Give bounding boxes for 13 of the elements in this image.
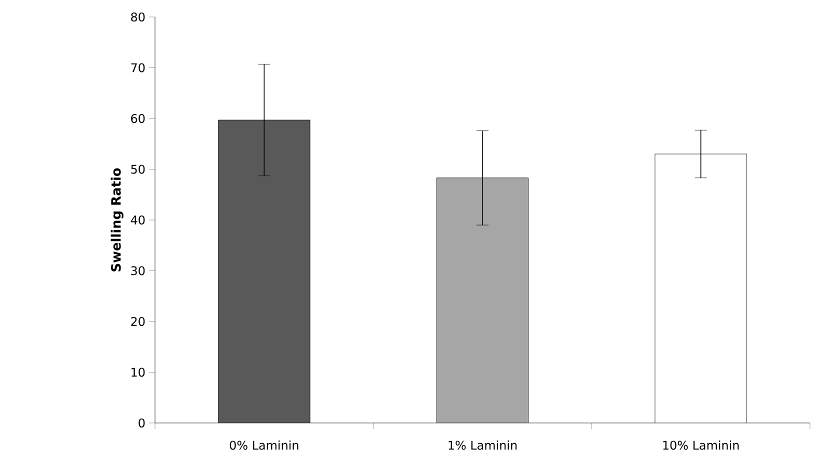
y-tick-label: 30 xyxy=(131,266,145,276)
y-tick-label: 40 xyxy=(130,215,145,225)
y-tick-label: 20 xyxy=(131,316,145,326)
x-tick-label: 1% Laminin xyxy=(448,440,517,450)
y-axis-title: Swelling Ratio xyxy=(110,168,124,272)
y-tick-label: 80 xyxy=(131,12,145,22)
y-tick-label: 60 xyxy=(131,114,145,124)
x-tick-label: 10% Laminin xyxy=(663,440,739,450)
y-tick-label: 10 xyxy=(132,368,145,377)
y-tick-label: 50 xyxy=(131,164,145,174)
y-tick-label: 70 xyxy=(131,63,145,72)
x-tick-label: 0% Laminin xyxy=(230,440,298,450)
y-tick-label: 0 xyxy=(138,418,145,428)
